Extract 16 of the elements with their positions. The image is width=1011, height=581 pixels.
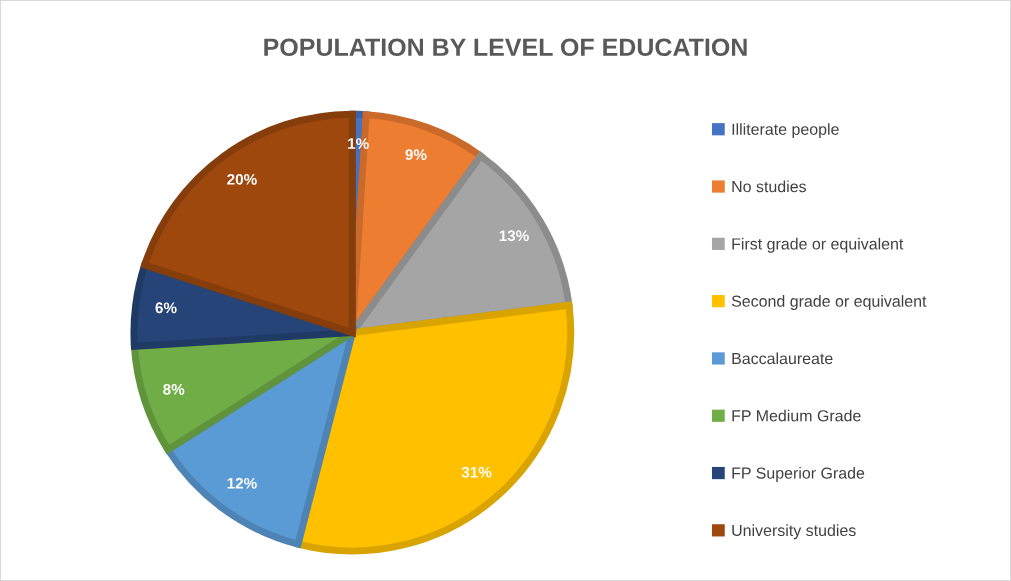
chart-title: POPULATION BY LEVEL OF EDUCATION — [264, 38, 747, 57]
legend-label: First grade or equivalent — [732, 237, 904, 253]
legend-label: FP Medium Grade — [732, 409, 861, 422]
legend-label: Illiterate people — [732, 123, 839, 139]
data-label: 20% — [227, 173, 257, 185]
data-label: 12% — [227, 477, 257, 489]
legend-label: Second grade or equivalent — [731, 295, 927, 311]
data-label: 13% — [499, 230, 529, 242]
data-label: 31% — [461, 466, 492, 478]
data-label: 8% — [163, 383, 185, 395]
legend-label: No studies — [732, 180, 807, 193]
data-label: 6% — [155, 302, 177, 314]
data-label: 9% — [405, 149, 427, 161]
legend-label: University studies — [732, 524, 856, 540]
legend-label: FP Superior Grade — [732, 467, 865, 482]
legend-label: Baccalaureate — [732, 352, 833, 365]
